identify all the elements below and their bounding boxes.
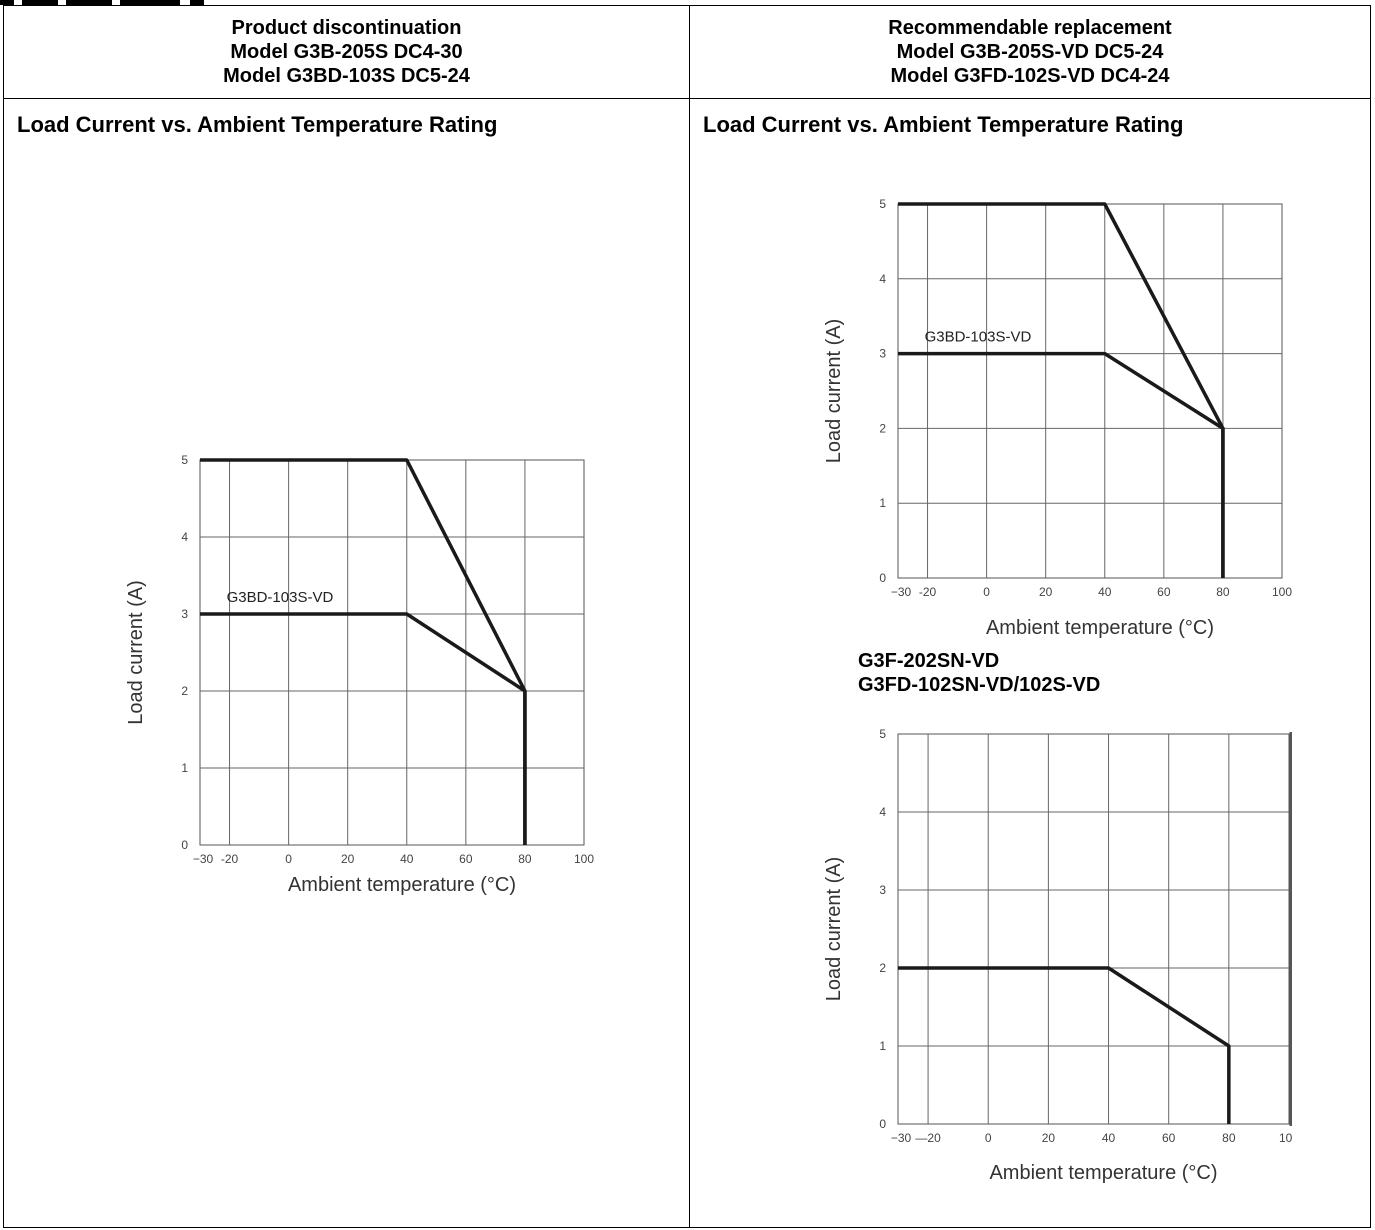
y-axis-label: Load current (A) bbox=[823, 319, 845, 464]
x-tick-label: 100 bbox=[1279, 1131, 1292, 1145]
y-tick-label: 0 bbox=[181, 838, 188, 852]
x-tick-label: 40 bbox=[400, 852, 414, 866]
series-line-1 bbox=[898, 202, 1225, 578]
x-tick-label: —20 bbox=[915, 1131, 941, 1145]
x-tick-label: −30 bbox=[891, 1131, 912, 1145]
y-tick-label: 4 bbox=[181, 530, 188, 544]
body-cell-replacement: Load Current vs. Ambient Temperature Rat… bbox=[689, 98, 1371, 1228]
y-axis-label: Load current (A) bbox=[823, 857, 845, 1002]
header-replacement-line2: Model G3B-205S-VD DC5-24 bbox=[896, 41, 1164, 63]
series-line-1 bbox=[898, 966, 1231, 1124]
y-tick-label: 3 bbox=[181, 607, 188, 621]
chart-caption-g3f: G3F-202SN-VD G3FD-102SN-VD/102S-VD bbox=[858, 649, 1100, 697]
plot-frame bbox=[897, 733, 1290, 1125]
y-axis-label: Load current (A) bbox=[125, 580, 147, 725]
x-tick-label: 100 bbox=[1272, 585, 1292, 599]
x-tick-label: 20 bbox=[341, 852, 355, 866]
x-tick-label: 0 bbox=[983, 585, 990, 599]
derating-chart-discontinued: −30 -20 0 20 40 60 80 100 0 1 2 3 4 5 Ambient temperat… bbox=[125, 451, 594, 896]
series-line-2 bbox=[200, 612, 527, 845]
y-tick-label: 2 bbox=[879, 421, 886, 435]
y-tick-label: 2 bbox=[181, 684, 188, 698]
body-cell-discontinued: Load Current vs. Ambient Temperature Rat… bbox=[3, 98, 690, 1228]
chart-caption-line2: G3FD-102SN-VD/102S-VD bbox=[858, 674, 1101, 696]
header-cell-replacement: Recommendable replacement Model G3B-205S… bbox=[689, 5, 1371, 99]
x-tick-label: 60 bbox=[459, 852, 473, 866]
y-tick-label: 3 bbox=[879, 883, 886, 897]
x-tick-label: 0 bbox=[285, 852, 292, 866]
header-cell-discontinued: Product discontinuation Model G3B-205S D… bbox=[3, 5, 690, 99]
y-tick-label: 5 bbox=[181, 453, 188, 467]
series-label-2: G3BD-103S-VD bbox=[925, 329, 1032, 346]
x-tick-label: 80 bbox=[1216, 585, 1230, 599]
y-tick-label: 1 bbox=[181, 761, 188, 775]
y-tick-label: 0 bbox=[879, 571, 886, 585]
chart-caption-line1: G3F-202SN-VD bbox=[858, 650, 1000, 672]
header-replacement-line3: Model G3FD-102S-VD DC4-24 bbox=[890, 65, 1170, 87]
section-title-replacement: Load Current vs. Ambient Temperature Rat… bbox=[703, 112, 1184, 137]
x-tick-label: 80 bbox=[1222, 1131, 1236, 1145]
x-axis-label: Ambient temperature (°C) bbox=[288, 874, 516, 896]
derating-chart-replacement-g3f: −30—20 0 20 40 60 80 100 0 1 2 3 4 5 Ambient temperat… bbox=[823, 727, 1292, 1184]
x-tick-label: 60 bbox=[1162, 1131, 1176, 1145]
derating-chart-replacement-g3b: −30 -20 0 20 40 60 80 100 0 1 2 3 4 5 Ambient temperat… bbox=[823, 194, 1292, 639]
x-tick-label: 60 bbox=[1157, 585, 1171, 599]
x-tick-label: 0 bbox=[985, 1131, 992, 1145]
header-replacement-line1: Recommendable replacement bbox=[888, 17, 1172, 39]
x-tick-label: −30 bbox=[891, 585, 912, 599]
x-axis-label: Ambient temperature (°C) bbox=[986, 617, 1214, 639]
y-tick-label: 1 bbox=[879, 496, 886, 510]
x-tick-label: -20 bbox=[221, 852, 239, 866]
x-tick-label: 40 bbox=[1102, 1131, 1116, 1145]
y-tick-label: 3 bbox=[879, 347, 886, 361]
section-title-discontinued: Load Current vs. Ambient Temperature Rat… bbox=[17, 112, 498, 137]
y-tick-label: 5 bbox=[879, 727, 886, 741]
header-discontinued-line1: Product discontinuation bbox=[231, 17, 462, 39]
x-tick-label: 20 bbox=[1042, 1131, 1056, 1145]
x-tick-label: 40 bbox=[1098, 585, 1112, 599]
series-label-2: G3BD-103S-VD bbox=[227, 589, 334, 606]
x-tick-label: -20 bbox=[919, 585, 937, 599]
series-line-1 bbox=[200, 458, 527, 845]
cropped-heading-fragment bbox=[0, 0, 1375, 5]
body-row: Load Current vs. Ambient Temperature Rat… bbox=[3, 98, 1371, 1228]
series-line-2 bbox=[898, 351, 1225, 578]
header-row: Product discontinuation Model G3B-205S D… bbox=[3, 5, 1371, 99]
series-label-1: G3B-205S-VD bbox=[925, 194, 1021, 196]
y-tick-label: 5 bbox=[879, 197, 886, 211]
x-tick-label: −30 bbox=[193, 852, 214, 866]
x-tick-label: 80 bbox=[518, 852, 532, 866]
y-tick-label: 4 bbox=[879, 805, 886, 819]
series-label-1: G3B-205S-VD bbox=[227, 451, 323, 452]
x-axis-label: Ambient temperature (°C) bbox=[989, 1162, 1217, 1184]
header-discontinued-line2: Model G3B-205S DC4-30 bbox=[230, 41, 463, 63]
y-tick-label: 4 bbox=[879, 272, 886, 286]
y-tick-label: 0 bbox=[879, 1117, 886, 1131]
x-tick-label: 100 bbox=[574, 852, 594, 866]
y-tick-label: 1 bbox=[879, 1039, 886, 1053]
y-tick-label: 2 bbox=[879, 961, 886, 975]
comparison-table: Product discontinuation Model G3B-205S D… bbox=[3, 5, 1371, 1228]
header-discontinued-line3: Model G3BD-103S DC5-24 bbox=[223, 65, 470, 87]
x-tick-label: 20 bbox=[1039, 585, 1053, 599]
